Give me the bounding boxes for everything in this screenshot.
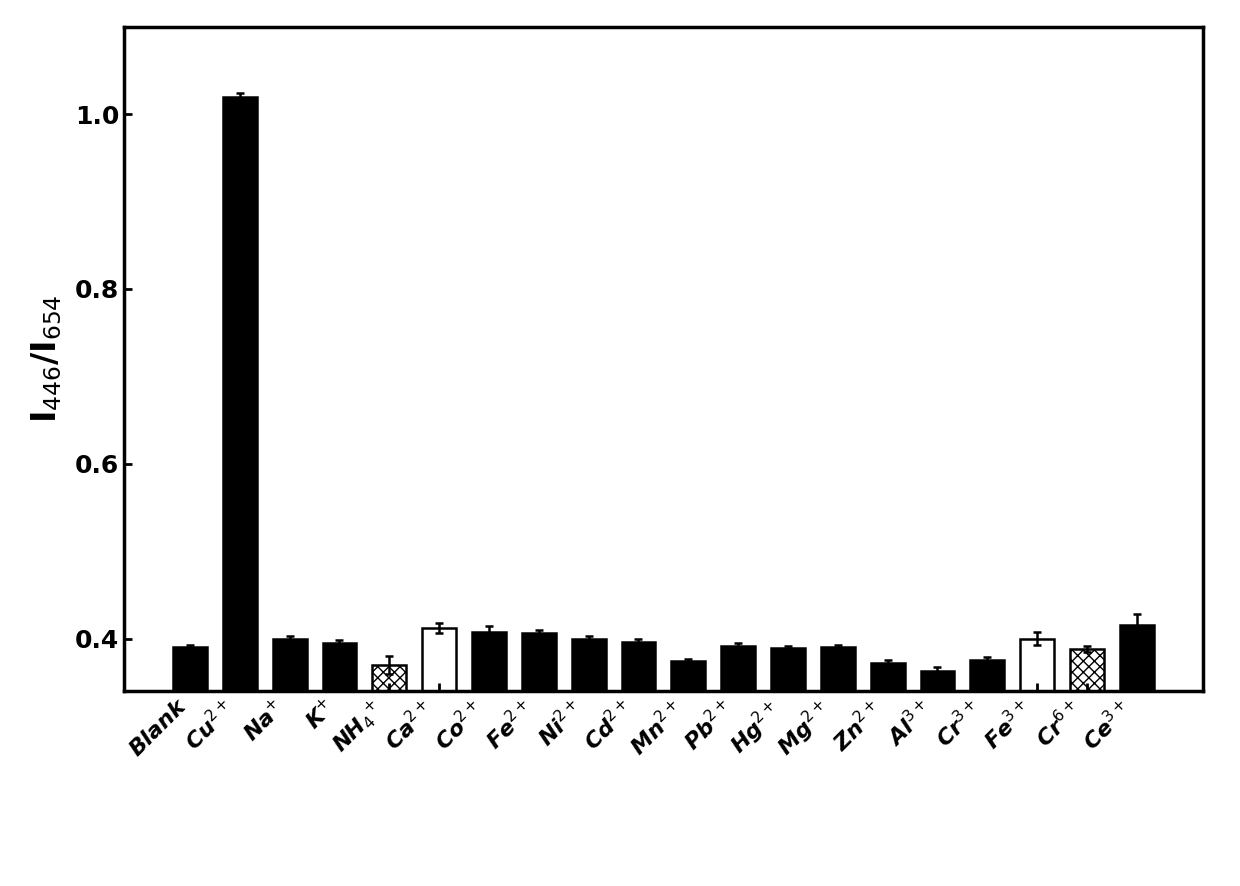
Bar <box>273 639 306 886</box>
Bar <box>821 648 854 886</box>
Bar <box>870 663 905 886</box>
Bar <box>472 632 506 886</box>
Bar <box>920 671 955 886</box>
Bar <box>722 646 755 886</box>
Bar <box>223 97 257 886</box>
Bar <box>1120 625 1153 886</box>
Bar <box>322 643 356 886</box>
Bar <box>174 648 207 886</box>
Bar <box>1021 639 1054 886</box>
Bar <box>372 664 407 886</box>
Bar <box>621 642 656 886</box>
Bar <box>422 628 456 886</box>
Bar <box>771 649 805 886</box>
Bar <box>671 661 706 886</box>
Bar <box>1070 649 1104 886</box>
Y-axis label: I$_{446}$/I$_{654}$: I$_{446}$/I$_{654}$ <box>29 294 63 424</box>
Bar <box>971 659 1004 886</box>
Bar <box>522 633 556 886</box>
Bar <box>572 639 605 886</box>
